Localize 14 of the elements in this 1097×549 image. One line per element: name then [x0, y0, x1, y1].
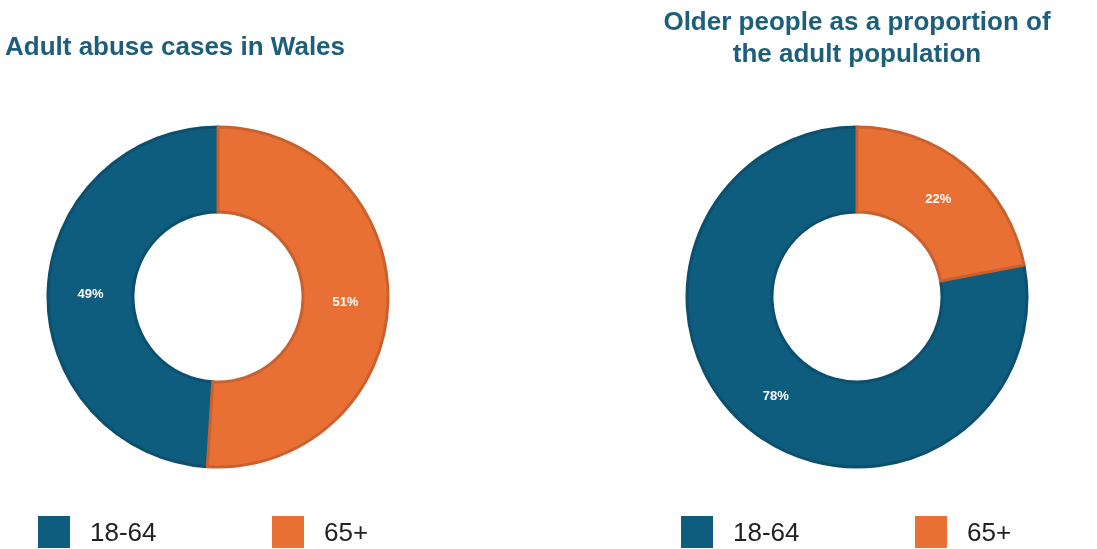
legend-label: 18-64	[90, 517, 157, 548]
data-label: 49%	[77, 285, 105, 301]
donut-slice	[855, 125, 1026, 283]
data-label: 78%	[762, 387, 790, 403]
donut-slice	[205, 125, 390, 469]
donut-slice	[46, 125, 220, 469]
chart-title: Older people as a proportion of the adult population	[663, 6, 1051, 68]
legend-label: 18-64	[733, 517, 800, 548]
data-label: 51%	[332, 293, 359, 309]
legend-label: 65+	[324, 517, 369, 548]
donut-slice	[685, 125, 1029, 469]
legend-label: 65+	[967, 517, 1012, 548]
chart-title: Adult abuse cases in Wales	[5, 31, 346, 61]
data-label: 22%	[925, 191, 952, 207]
